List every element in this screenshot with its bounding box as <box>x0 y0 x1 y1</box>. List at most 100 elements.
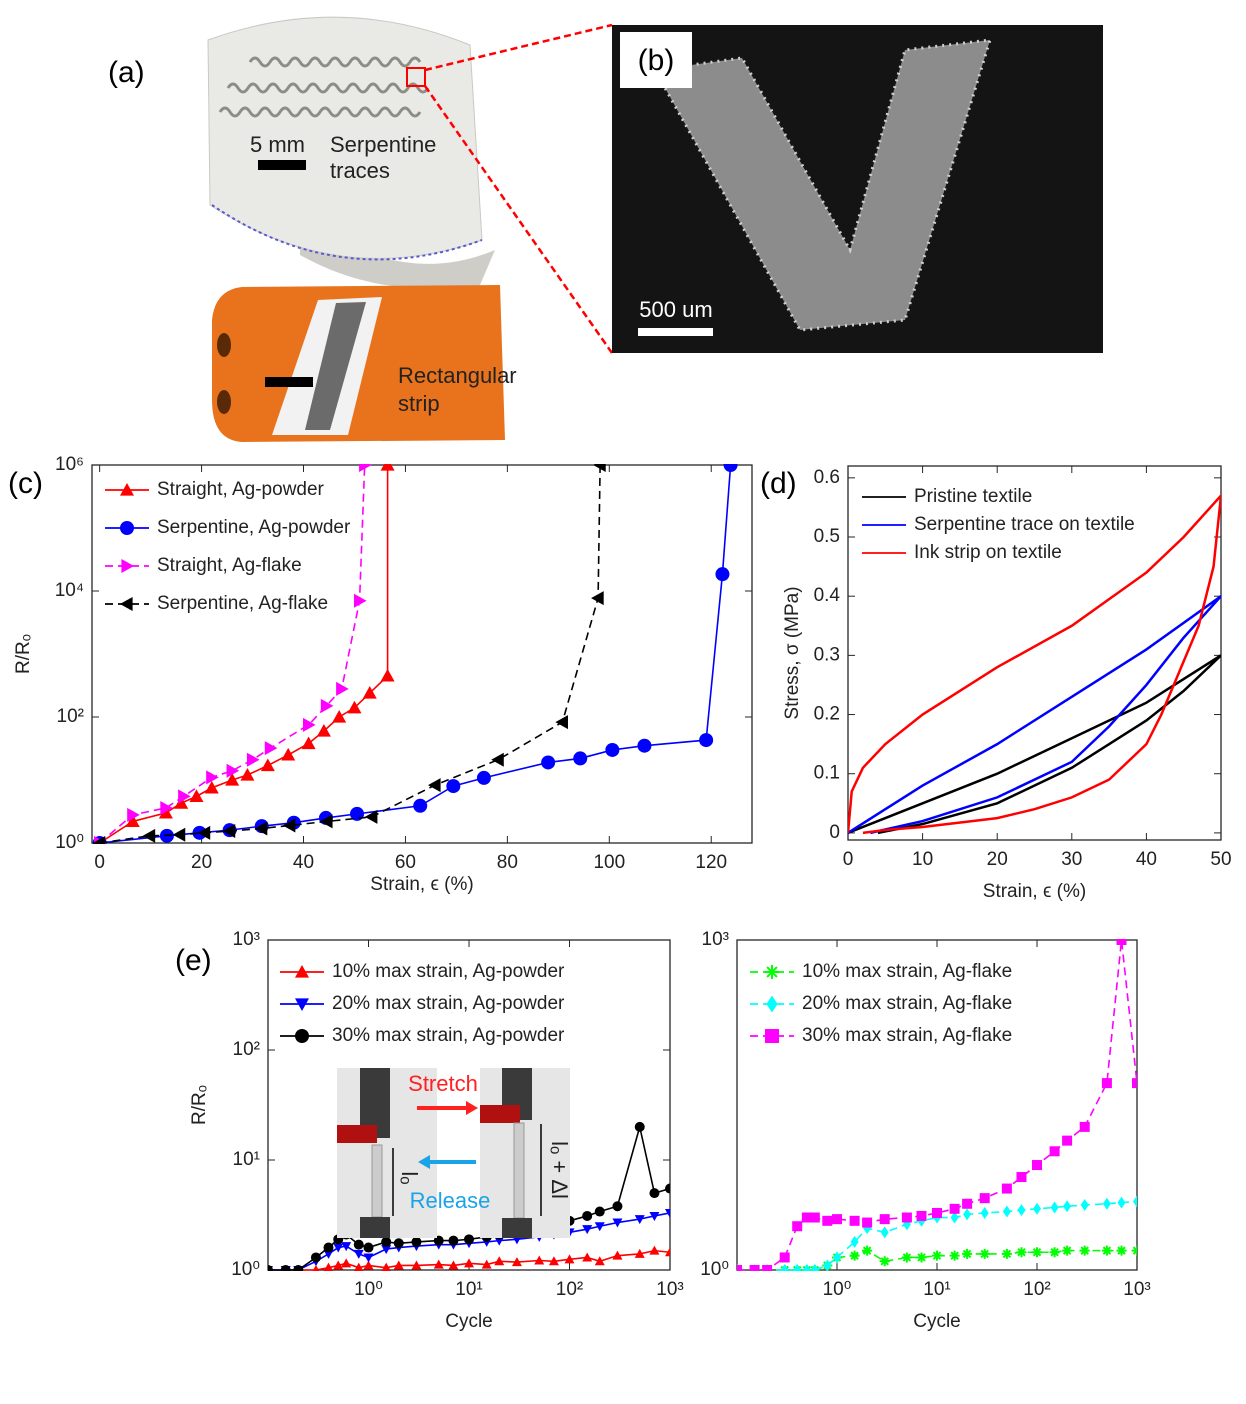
length-label: lₒ <box>397 1171 422 1184</box>
marker <box>411 1237 421 1247</box>
specimen <box>514 1123 524 1218</box>
y-axis-label: R/Rₒ <box>189 1085 210 1125</box>
length-label: lₒ + Δl <box>547 1141 572 1199</box>
photo-a: 5 mm Serpentine traces (a) Rectangular s… <box>108 17 517 442</box>
y-tick-label: 10⁰ <box>700 1259 729 1280</box>
marker <box>1050 1247 1060 1257</box>
photo-b: (b) 500 um <box>612 25 1103 353</box>
legend-label: Serpentine, Ag-flake <box>157 593 328 614</box>
marker <box>902 1252 912 1262</box>
legend-label: Straight, Ag-flake <box>157 555 302 576</box>
y-tick-label: 0.3 <box>814 644 840 665</box>
marker <box>477 771 491 785</box>
marker <box>541 755 555 769</box>
marker <box>364 1243 374 1253</box>
x-tick-label: 10¹ <box>455 1279 482 1300</box>
x-tick-label: 20 <box>987 849 1008 870</box>
legend-label: Pristine textile <box>914 486 1032 507</box>
marker <box>381 1237 391 1247</box>
marker <box>446 779 460 793</box>
strip-label: Rectangular <box>398 363 517 388</box>
marker <box>1102 1078 1112 1088</box>
x-tick-label: 10⁰ <box>354 1279 383 1300</box>
legend-label: 10% max strain, Ag-powder <box>332 961 565 982</box>
marker <box>962 1199 972 1209</box>
marker <box>281 1265 291 1275</box>
y-tick-label: 10⁴ <box>55 580 84 601</box>
scale-bar <box>258 160 306 170</box>
legend-label: 20% max strain, Ag-powder <box>332 993 565 1014</box>
marker <box>980 1249 990 1259</box>
legend-label: Straight, Ag-powder <box>157 479 325 500</box>
chart: 02040608010012010⁰10²10⁴10⁶Strain, ϵ (%)… <box>8 454 752 895</box>
marker <box>1132 1246 1142 1256</box>
marker <box>1117 935 1127 945</box>
wire <box>480 1105 520 1123</box>
marker <box>1002 1249 1012 1259</box>
marker <box>263 1265 273 1275</box>
marker <box>950 1204 960 1214</box>
panel-label: (a) <box>108 56 145 89</box>
hole <box>217 333 231 357</box>
marker <box>862 1218 872 1228</box>
legend-label: Ink strip on textile <box>914 542 1062 563</box>
x-tick-label: 0 <box>843 849 854 870</box>
marker <box>635 1122 645 1132</box>
scale-label: 500 um <box>639 297 712 322</box>
marker <box>354 1240 364 1250</box>
legend-label: 30% max strain, Ag-flake <box>802 1025 1012 1046</box>
marker <box>665 1184 675 1194</box>
marker <box>1050 1146 1060 1156</box>
marker <box>917 1252 927 1262</box>
clamp <box>360 1217 390 1238</box>
marker <box>1062 1136 1072 1146</box>
x-tick-label: 50 <box>1210 849 1231 870</box>
y-tick-label: 10⁶ <box>55 454 84 475</box>
specimen <box>372 1145 382 1217</box>
marker <box>750 1265 760 1275</box>
marker <box>311 1252 321 1262</box>
y-tick-label: 10¹ <box>233 1149 260 1170</box>
x-tick-label: 120 <box>695 852 727 873</box>
marker <box>1062 1246 1072 1256</box>
x-tick-label: 10³ <box>656 1279 683 1300</box>
stretch-label: Stretch <box>408 1071 478 1096</box>
marker <box>605 743 619 757</box>
marker <box>120 521 134 535</box>
wire <box>337 1125 377 1143</box>
trace-label: Serpentine <box>330 132 436 157</box>
marker <box>464 1234 474 1244</box>
marker <box>637 739 651 753</box>
marker <box>810 1213 820 1223</box>
marker <box>950 1251 960 1261</box>
y-axis-label: R/Rₒ <box>13 634 34 674</box>
scale-bar <box>265 377 313 387</box>
release-label: Release <box>410 1188 491 1213</box>
marker <box>715 567 729 581</box>
marker <box>1117 1246 1127 1256</box>
marker <box>780 1252 790 1262</box>
marker <box>762 1265 772 1275</box>
strip-label: strip <box>398 391 440 416</box>
marker <box>573 751 587 765</box>
marker <box>295 1029 309 1043</box>
x-tick-label: 30 <box>1061 849 1082 870</box>
y-tick-label: 0.4 <box>814 585 841 606</box>
x-tick-label: 10 <box>912 849 933 870</box>
y-axis-label: Stress, σ (MPa) <box>782 586 803 719</box>
marker <box>850 1216 860 1226</box>
y-tick-label: 0.1 <box>814 763 840 784</box>
marker <box>595 1207 605 1217</box>
marker <box>1017 1247 1027 1257</box>
marker <box>765 1029 779 1043</box>
x-tick-label: 10² <box>1023 1279 1050 1300</box>
panel-label: (d) <box>760 467 797 500</box>
x-tick-label: 10⁰ <box>823 1279 852 1300</box>
legend-label: Serpentine trace on textile <box>914 514 1135 535</box>
x-tick-label: 10³ <box>1123 1279 1150 1300</box>
x-axis-label: Cycle <box>913 1311 961 1332</box>
marker <box>822 1216 832 1226</box>
x-tick-label: 0 <box>94 852 105 873</box>
marker <box>1080 1122 1090 1132</box>
